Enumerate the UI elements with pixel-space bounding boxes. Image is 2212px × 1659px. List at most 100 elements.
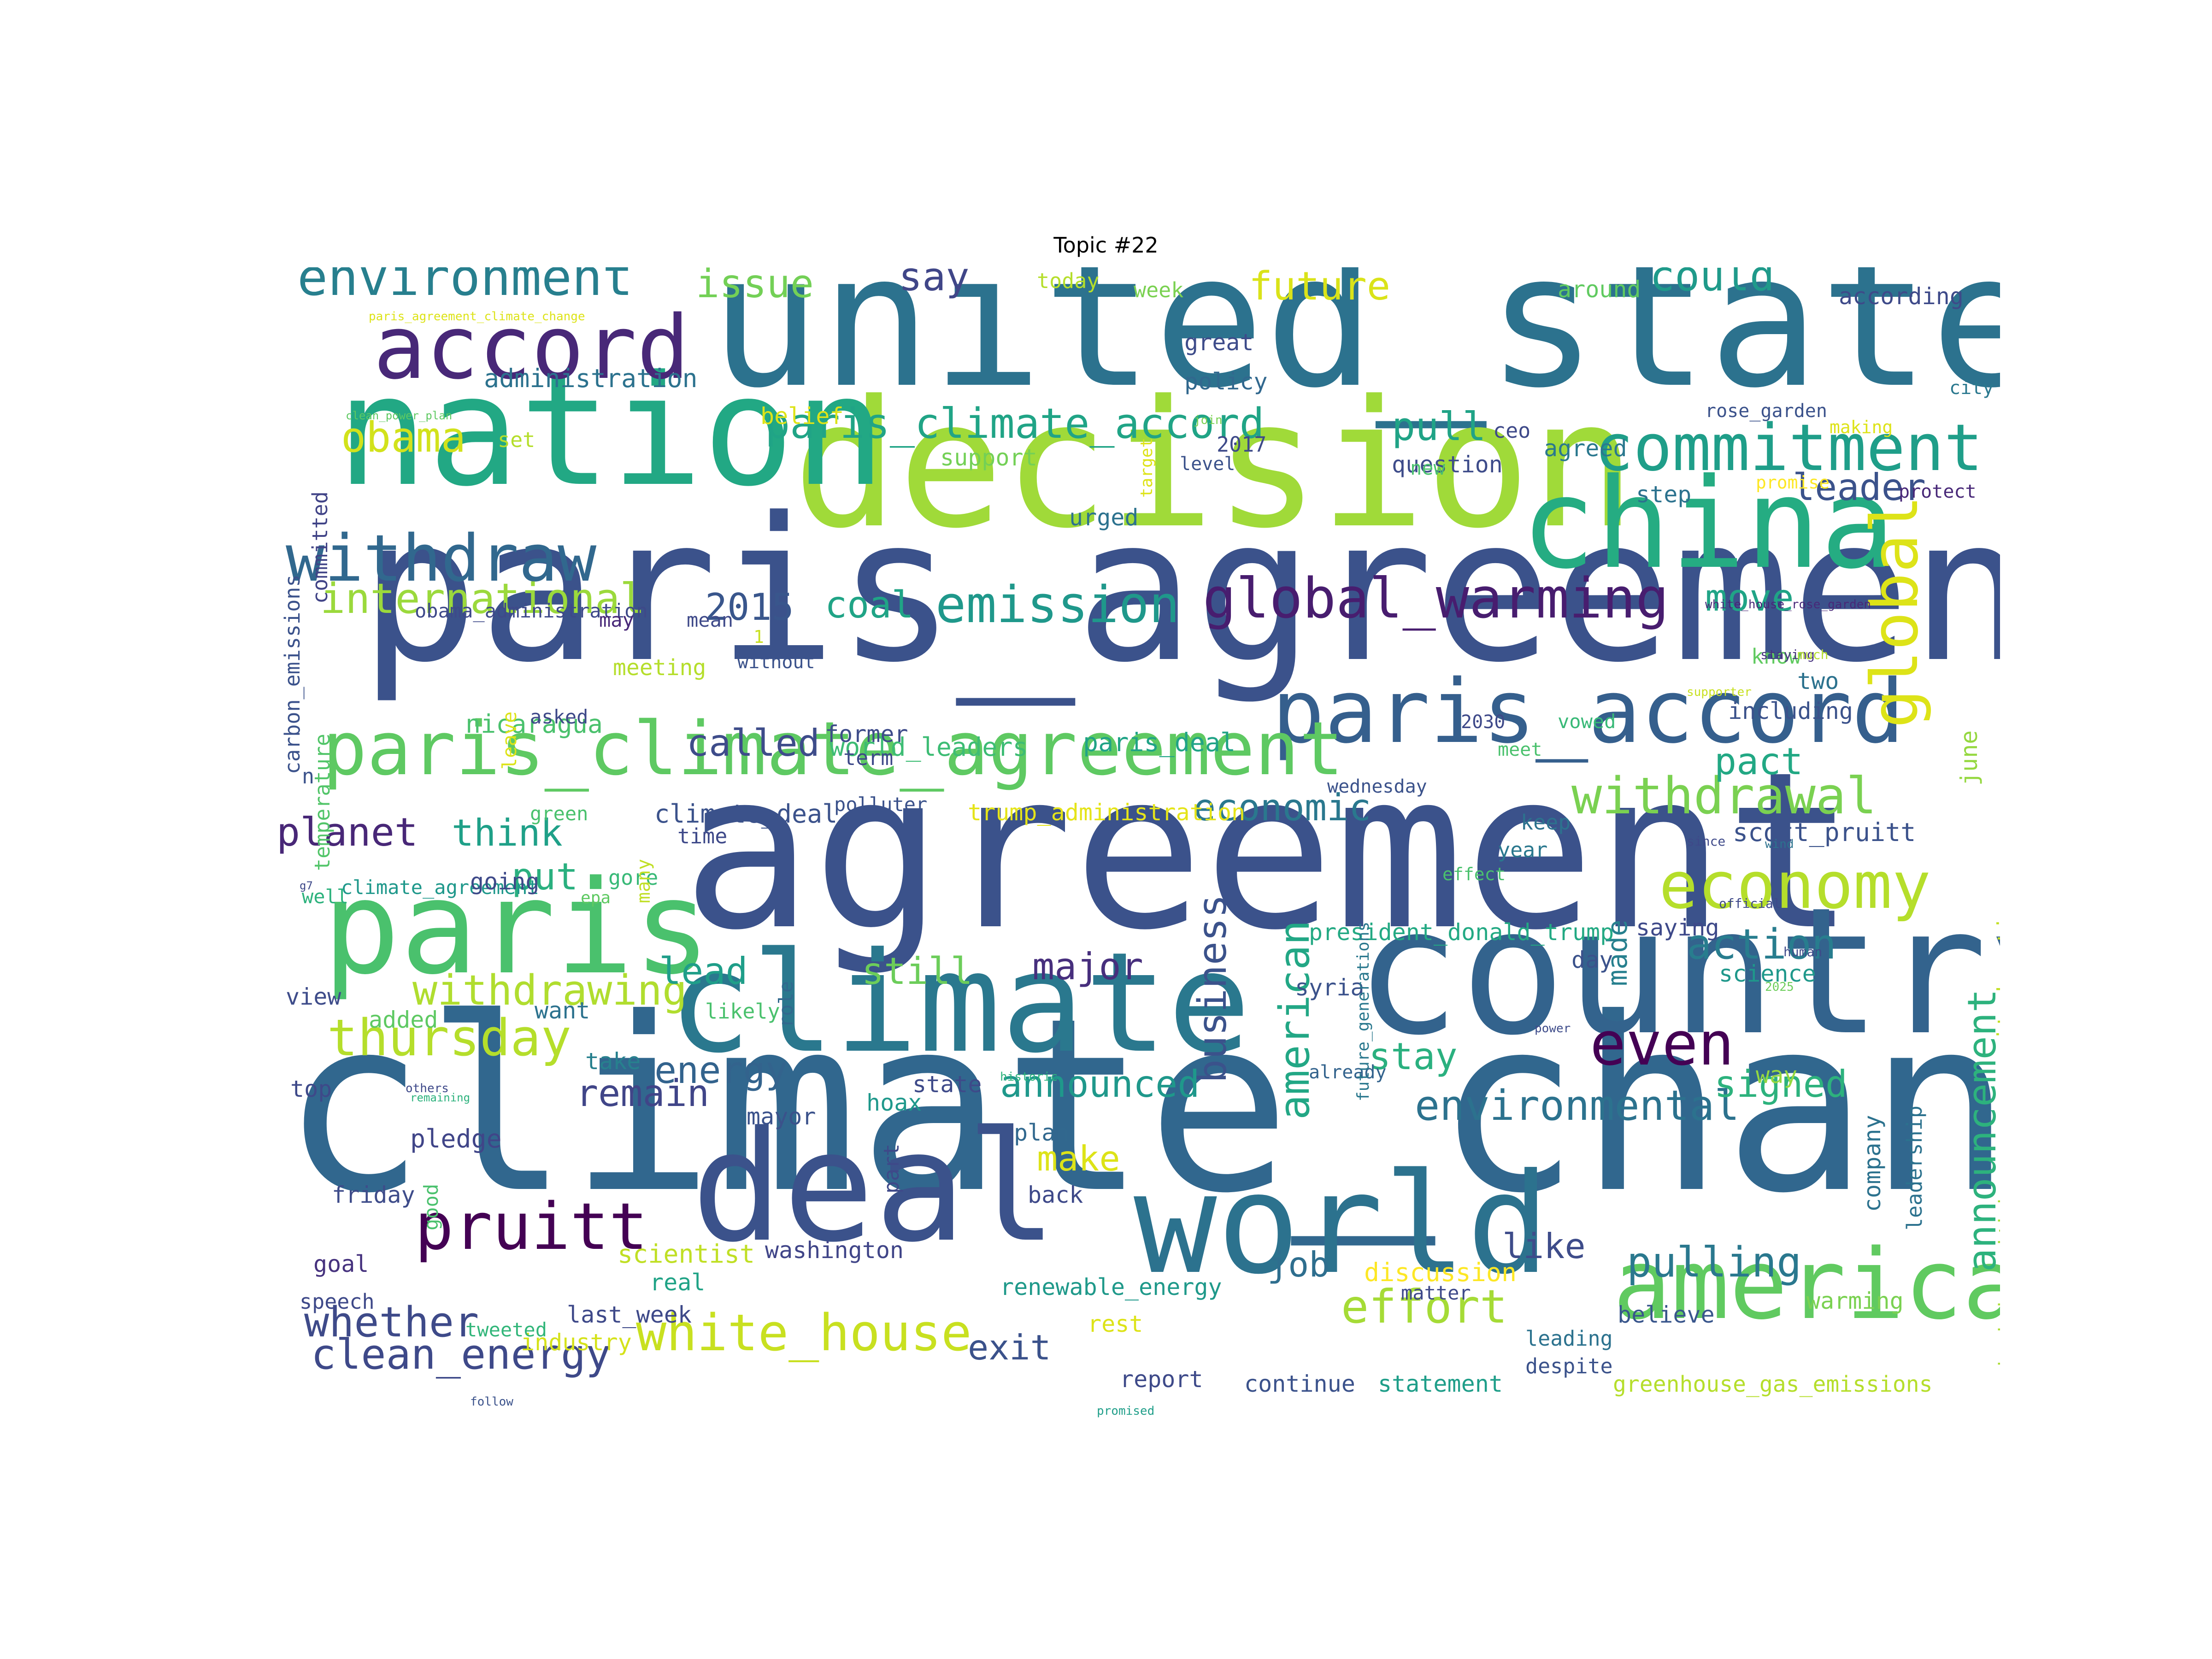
word-already: already [1309, 1062, 1387, 1083]
word-level: level [1180, 453, 1235, 475]
word-epa: epa [581, 888, 611, 907]
word-vowed: vowed [1558, 710, 1616, 733]
word-top: top [290, 1076, 332, 1102]
word-business: business [1190, 894, 1235, 1083]
word-remain: remain [576, 1072, 709, 1115]
word-2015: 2015 [705, 586, 794, 629]
word-withdraw: withdraw [286, 521, 597, 596]
word-obama: obama [341, 413, 466, 462]
word-world-leaders: world_leaders [830, 732, 1028, 762]
word-future-generations: future_generations [1354, 922, 1373, 1101]
word-move: move [1705, 577, 1794, 619]
word-clean-power-plan: clean_power_plan [346, 409, 452, 422]
word-term: term [843, 746, 893, 770]
word-g7: g7 [300, 879, 313, 892]
word-action: action [1687, 920, 1836, 969]
word-decision-withdraw: decision_withdraw [1994, 1161, 2000, 1373]
word-temperature: temperature [310, 734, 335, 871]
word-energy: energy [654, 1049, 788, 1092]
word-1: 1 [753, 627, 764, 647]
word-paris-climate-accord: paris_climate_accord [765, 400, 1265, 448]
word-exit: exit [968, 1327, 1051, 1368]
word-cloud: climate_changeagreementparis_agreementun… [276, 267, 2000, 1419]
word-lead: lead [659, 950, 748, 993]
word-green: green [530, 802, 588, 825]
word-human: human [1783, 944, 1822, 959]
word-two: two [1797, 668, 1839, 694]
word-international: international [320, 575, 645, 623]
word-protect: protect [1899, 481, 1977, 502]
word-follow: follow [470, 1395, 513, 1409]
word-united-states: united_states [710, 267, 2000, 431]
word-support: support [940, 444, 1037, 471]
word-america: america [1613, 1228, 2000, 1341]
word-without: without [737, 652, 815, 673]
word-today: today [1037, 269, 1099, 293]
word-year: year [1498, 838, 1547, 862]
word-believe: believe [1618, 1301, 1715, 1328]
word-country: country [1355, 870, 2000, 1074]
word-signed: signed [1714, 1063, 1847, 1106]
word-called: called [687, 722, 820, 765]
word-last-week: last_week [567, 1301, 692, 1328]
word-environment: environment [297, 267, 633, 307]
word-agreed: agreed [1544, 435, 1627, 462]
word-keep: keep [1521, 810, 1571, 835]
word-staying: staying [1760, 647, 1815, 662]
word-make: make [1037, 1138, 1120, 1179]
word-rose-garden: rose_garden [1705, 400, 1827, 422]
word-policy: policy [1184, 368, 1268, 395]
word-clean-energy: clean_energy [311, 1330, 611, 1379]
word-like: like [1502, 1226, 1586, 1266]
word-step: step [1636, 481, 1691, 508]
word-leading: leading [1525, 1326, 1613, 1351]
word-white-house-rose-garden: white_house_rose_garden [1705, 598, 1871, 612]
word-urged: urged [1069, 504, 1139, 531]
word-emission: emission [935, 575, 1180, 634]
word-view: view [286, 983, 341, 1010]
word-deal: deal [691, 1099, 1058, 1276]
word-made: made [1601, 920, 1634, 987]
word-major: major [1032, 945, 1143, 988]
word-still: still [862, 950, 973, 993]
word-american: american [1271, 920, 1319, 1120]
word-paris-deal: paris_deal [1083, 728, 1235, 757]
word-many: many [633, 859, 654, 903]
word-despite: despite [1525, 1354, 1613, 1378]
word-paris-agreement: paris_agreement [359, 476, 2000, 709]
word-effect: effect [1442, 864, 1506, 884]
word-great: great [1184, 329, 1254, 356]
word-others: others [406, 1082, 449, 1095]
word-including: including [1728, 698, 1853, 724]
word-speech: speech [300, 1289, 375, 1314]
word-historic: historic [1000, 1070, 1058, 1084]
word-meet: meet [1498, 739, 1542, 760]
word-official: official [1719, 896, 1781, 911]
word-administration: administration [484, 364, 698, 393]
word-announcement: announcement [1959, 989, 2000, 1272]
word-scott-pruitt: scott_pruitt [1733, 818, 1916, 847]
word-report: report [1120, 1366, 1203, 1393]
word-scientist: scientist [618, 1239, 755, 1269]
word-economic: economic [1194, 786, 1371, 829]
word-2017: 2017 [1217, 432, 1266, 457]
word-paris-accord: paris_accord [1272, 661, 1905, 763]
word-friday: friday [332, 1182, 415, 1208]
word-going: going [470, 868, 540, 895]
word-decision: decision [793, 363, 1636, 567]
word-target: target [1137, 438, 1156, 498]
word-say: say [899, 267, 970, 300]
word-plan: plan [1014, 1119, 1069, 1146]
word-around: around [1558, 276, 1641, 303]
word-question: question [1392, 451, 1503, 478]
word-carbon-emissions: carbon_emissions [280, 575, 305, 774]
word-june: june [1956, 730, 1983, 786]
word-supporter: supporter [1687, 685, 1752, 699]
word-effort: effort [1341, 1280, 1507, 1334]
word-white-house: white_house [636, 1303, 971, 1362]
word-promised: promised [1097, 1404, 1154, 1418]
word-announced: announced [1000, 1063, 1200, 1106]
word-join: join [1194, 413, 1223, 427]
word-climate-agreement: climate_agreement [341, 876, 539, 899]
